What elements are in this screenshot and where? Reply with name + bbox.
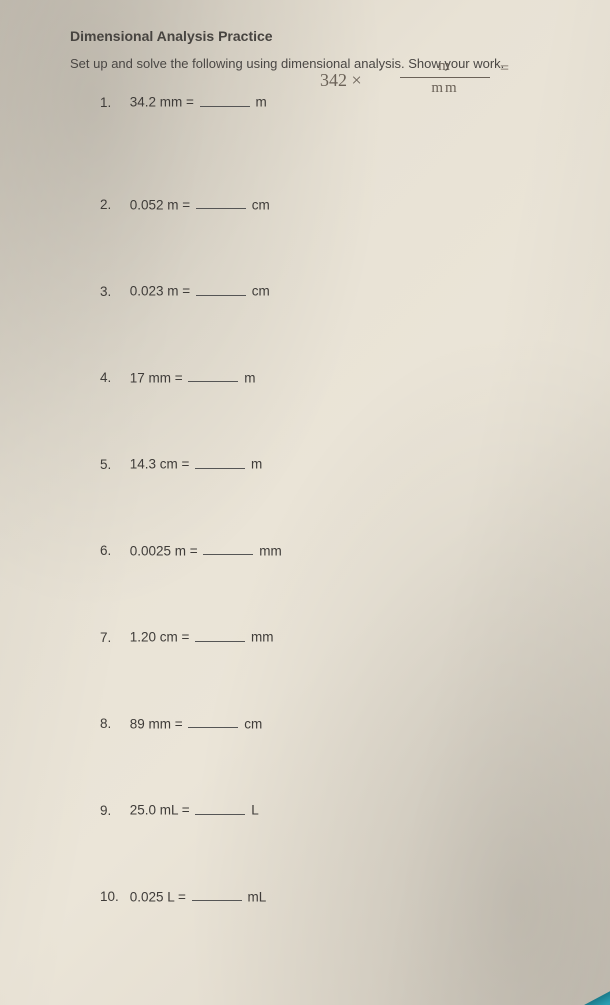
handwritten-equals: = — [500, 60, 509, 78]
worksheet-instructions: Set up and solve the following using dim… — [70, 56, 570, 71]
problem-lhs: 0.023 m = — [130, 284, 190, 299]
problem-5: 5. 14.3 cm = m — [100, 455, 570, 472]
handwritten-fraction: m mm — [400, 58, 490, 97]
answer-blank[interactable] — [200, 93, 250, 107]
handwritten-fraction-top: m — [400, 58, 490, 75]
problem-unit: m — [255, 95, 266, 110]
problem-unit: cm — [252, 284, 270, 299]
problem-unit: cm — [244, 716, 262, 731]
problem-8: 8. 89 mm = cm — [100, 715, 570, 732]
handwritten-factor: 342 × — [320, 70, 362, 91]
problem-9: 9. 25.0 mL = L — [100, 801, 570, 818]
problem-lhs: 17 mm = — [130, 370, 183, 385]
answer-blank[interactable] — [195, 455, 245, 469]
problem-unit: mm — [251, 630, 274, 645]
problem-unit: m — [244, 370, 255, 385]
problem-number: 6. — [100, 543, 126, 558]
problem-lhs: 34.2 mm = — [130, 95, 194, 110]
problem-unit: mL — [247, 889, 266, 904]
problem-number: 5. — [100, 457, 126, 472]
problem-lhs: 0.052 m = — [130, 197, 190, 212]
problem-3: 3. 0.023 m = cm — [100, 282, 570, 299]
answer-blank[interactable] — [195, 628, 245, 642]
problem-number: 1. — [100, 95, 126, 110]
problem-number: 2. — [100, 197, 126, 212]
problem-6: 6. 0.0025 m = mm — [100, 542, 570, 559]
problem-lhs: 1.20 cm = — [130, 630, 190, 645]
answer-blank[interactable] — [203, 542, 253, 556]
answer-blank[interactable] — [196, 196, 246, 210]
answer-blank[interactable] — [195, 801, 245, 815]
answer-blank[interactable] — [188, 369, 238, 383]
handwritten-fraction-bottom: mm — [400, 80, 490, 97]
problem-number: 3. — [100, 284, 126, 299]
problem-10: 10. 0.025 L = mL — [100, 888, 570, 905]
problem-lhs: 14.3 cm = — [130, 457, 190, 472]
worksheet-title: Dimensional Analysis Practice — [70, 28, 570, 44]
problem-lhs: 25.0 mL = — [130, 803, 190, 818]
problem-lhs: 0.0025 m = — [130, 543, 198, 558]
problem-unit: cm — [252, 197, 270, 212]
worksheet-page: Dimensional Analysis Practice Set up and… — [0, 0, 610, 1005]
problem-unit: mm — [259, 543, 282, 558]
problem-list: 1. 34.2 mm = m 2. 0.052 m = cm 3. 0.023 … — [70, 93, 570, 904]
problem-4: 4. 17 mm = m — [100, 369, 570, 386]
problem-number: 7. — [100, 630, 126, 645]
answer-blank[interactable] — [192, 888, 242, 902]
problem-lhs: 0.025 L = — [130, 889, 186, 904]
answer-blank[interactable] — [196, 282, 246, 296]
problem-number: 8. — [100, 716, 126, 731]
problem-unit: m — [251, 457, 262, 472]
problem-number: 9. — [100, 803, 126, 818]
problem-number: 4. — [100, 370, 126, 385]
problem-2: 2. 0.052 m = cm — [100, 196, 570, 213]
problem-number: 10. — [100, 889, 126, 904]
problem-lhs: 89 mm = — [130, 716, 183, 731]
problem-7: 7. 1.20 cm = mm — [100, 628, 570, 645]
problem-unit: L — [251, 803, 259, 818]
answer-blank[interactable] — [188, 715, 238, 729]
handwritten-fraction-line — [400, 77, 490, 78]
problem-1: 1. 34.2 mm = m — [100, 93, 570, 110]
